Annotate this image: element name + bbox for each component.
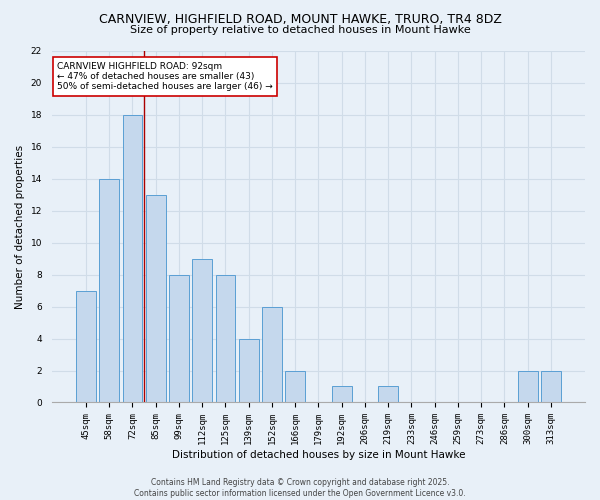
Bar [262, 306, 282, 402]
Y-axis label: Number of detached properties: Number of detached properties [15, 144, 25, 309]
Bar [378, 386, 398, 402]
Bar [76, 290, 96, 403]
Bar [518, 370, 538, 402]
Bar [146, 195, 166, 402]
Text: CARNVIEW HIGHFIELD ROAD: 92sqm
← 47% of detached houses are smaller (43)
50% of : CARNVIEW HIGHFIELD ROAD: 92sqm ← 47% of … [57, 62, 273, 92]
Bar [169, 274, 189, 402]
Text: Size of property relative to detached houses in Mount Hawke: Size of property relative to detached ho… [130, 25, 470, 35]
Text: Contains HM Land Registry data © Crown copyright and database right 2025.
Contai: Contains HM Land Registry data © Crown c… [134, 478, 466, 498]
Bar [192, 258, 212, 402]
Bar [122, 115, 142, 403]
Bar [215, 274, 235, 402]
Bar [239, 338, 259, 402]
Bar [99, 179, 119, 402]
Bar [541, 370, 561, 402]
Bar [332, 386, 352, 402]
Text: CARNVIEW, HIGHFIELD ROAD, MOUNT HAWKE, TRURO, TR4 8DZ: CARNVIEW, HIGHFIELD ROAD, MOUNT HAWKE, T… [98, 12, 502, 26]
X-axis label: Distribution of detached houses by size in Mount Hawke: Distribution of detached houses by size … [172, 450, 465, 460]
Bar [285, 370, 305, 402]
